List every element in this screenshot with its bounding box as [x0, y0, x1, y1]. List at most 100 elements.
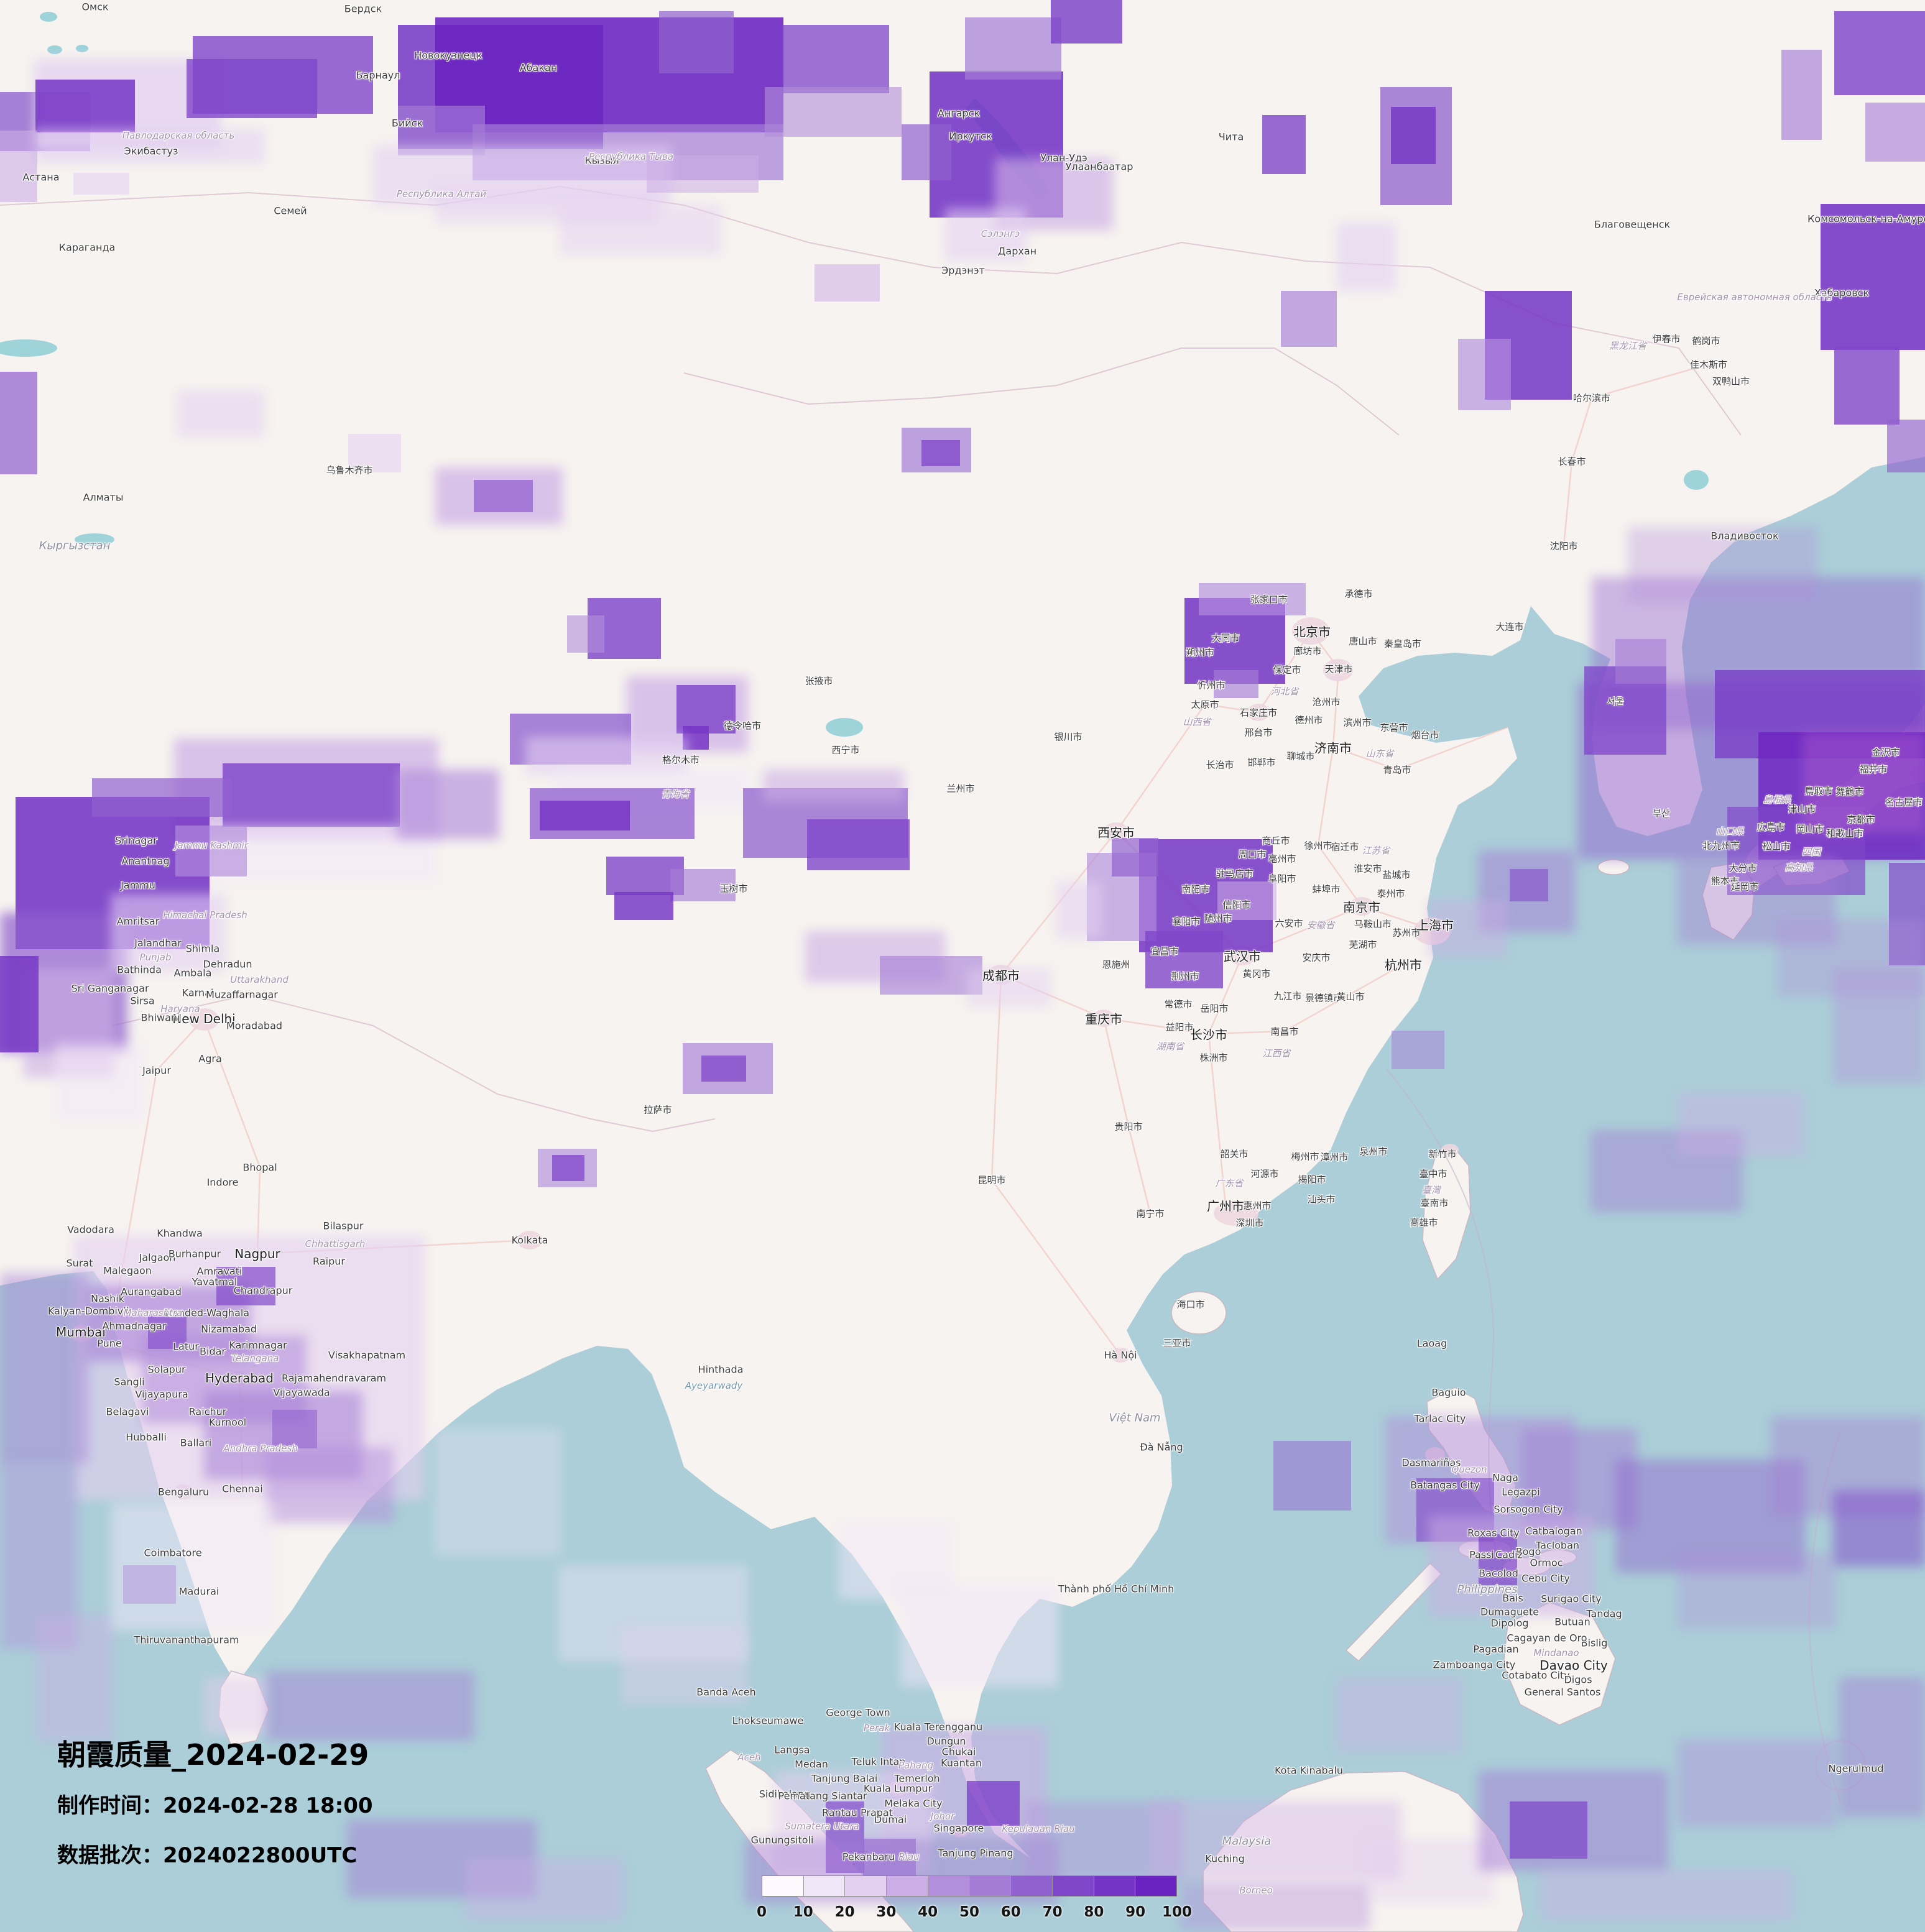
legend-swatch: [928, 1876, 970, 1896]
legend-tick: 20: [834, 1904, 855, 1920]
map-label: Иркутск: [949, 130, 992, 142]
overlay-cell: [1479, 1534, 1517, 1585]
map-label: 滨州市: [1343, 717, 1372, 729]
overlay-cell: [765, 87, 902, 137]
map-label: Moradabad: [226, 1019, 283, 1032]
map-label: 漳州市: [1320, 1151, 1349, 1163]
map-label: Malaysia: [1222, 1834, 1272, 1848]
map-label: Чита: [1218, 131, 1244, 143]
map-label: Sumatera Utara: [785, 1821, 859, 1832]
map-label: 朔州市: [1186, 646, 1214, 658]
legend-tick: 40: [918, 1904, 938, 1920]
map-label: Karimnagar: [229, 1339, 287, 1351]
map-label: Pune: [97, 1337, 122, 1350]
map-label: Абакан: [519, 62, 558, 74]
map-label: Bislig: [1581, 1637, 1608, 1649]
map-label: Raichur: [188, 1405, 227, 1418]
map-label: Kuala Terengganu: [893, 1721, 983, 1733]
overlay-cell: [1336, 1677, 1463, 1753]
map-label: Dumai: [874, 1813, 907, 1826]
map-label: 双鸭山市: [1712, 375, 1750, 387]
map-label: 山口県: [1715, 826, 1744, 837]
overlay-cell: [967, 968, 1051, 1007]
legend-tick: 90: [1125, 1904, 1146, 1920]
overlay-cell: [1273, 1441, 1351, 1511]
map-label: 随州市: [1204, 913, 1232, 924]
island-taiwan: [1422, 1146, 1471, 1281]
overlay-cell: [647, 155, 759, 193]
legend-tick: 60: [1000, 1904, 1021, 1920]
map-label: Jammu: [121, 879, 155, 891]
map-label: Baguio: [1431, 1386, 1466, 1399]
map-label: Dasmariñas: [1401, 1456, 1461, 1469]
legend-tick: 0: [756, 1904, 767, 1920]
map-label: Kuala Lumpur: [863, 1782, 933, 1795]
map-label: Sorsogon City: [1493, 1503, 1563, 1516]
map-label: Borneo: [1239, 1885, 1273, 1896]
map-label: 沈阳市: [1549, 540, 1578, 552]
map-label: Temerloh: [894, 1772, 940, 1785]
map-label: Bengaluru: [157, 1486, 210, 1498]
map-label: Rajamahendravaram: [281, 1372, 387, 1384]
map-label: 松山市: [1762, 840, 1791, 852]
overlay-cell: [567, 615, 604, 653]
map-label: 张掖市: [805, 675, 833, 687]
map-label: Кыргызстан: [39, 539, 111, 553]
map-label: 名古屋市: [1885, 796, 1923, 808]
overlay-cell: [1458, 339, 1511, 410]
lake-north-2: [47, 45, 62, 54]
map-label: 广东省: [1215, 1177, 1244, 1189]
map-label: Teluk Intan: [851, 1755, 906, 1768]
data-batch: 数据批次：2024022800UTC: [57, 1843, 358, 1868]
map-label: Haryana: [160, 1003, 200, 1014]
map-label: Hà Nội: [1104, 1349, 1137, 1361]
map-label: 兰州市: [946, 783, 975, 794]
map-label: 武汉市: [1224, 949, 1261, 964]
map-label: Visakhapatnam: [328, 1349, 406, 1361]
map-label: 玉树市: [719, 883, 748, 895]
map-label: 江西省: [1262, 1047, 1291, 1059]
map-label: Muzaffarnagar: [206, 988, 278, 1001]
lake-balkhash: [0, 339, 57, 357]
map-label: Melaka City: [884, 1797, 943, 1810]
overlay-cell: [1391, 107, 1436, 164]
map-label: Ангарск: [937, 107, 981, 119]
map-label: Tanjung Pinang: [938, 1847, 1013, 1859]
lake-qinghai: [826, 718, 863, 737]
map-label: Batangas City: [1410, 1479, 1480, 1491]
map-label: Catbalogan: [1525, 1525, 1582, 1537]
map-label: Cebu City: [1521, 1572, 1570, 1585]
overlay-cell: [701, 1056, 746, 1082]
map-label: Эрдэнэт: [941, 264, 985, 277]
overlay-cell: [764, 770, 903, 802]
map-label: Cagayan de Oro: [1507, 1632, 1587, 1644]
map-label: General Santos: [1524, 1686, 1601, 1698]
map-label: Ballari: [180, 1437, 212, 1449]
overlay-cell: [1145, 931, 1223, 988]
map-label: 银川市: [1054, 731, 1083, 743]
overlay-cell: [0, 956, 39, 1052]
map-label: Davao City: [1540, 1658, 1608, 1673]
map-label: Laoag: [1416, 1337, 1447, 1350]
map-label: Himachal Pradesh: [163, 909, 247, 921]
legend-swatch: [887, 1876, 928, 1896]
map-label: 盐城市: [1382, 869, 1411, 881]
map-label: Бийск: [391, 117, 423, 129]
map-label: 六安市: [1275, 918, 1303, 929]
map-label: 芜湖市: [1349, 939, 1377, 950]
overlay-cell: [560, 205, 721, 255]
map-label: Sangli: [114, 1376, 145, 1388]
map-label: 北京市: [1293, 624, 1331, 640]
map-label: Thành phố Hồ Chí Minh: [1058, 1583, 1175, 1595]
map-label: Улан-Удэ: [1040, 152, 1087, 164]
map-label: 淮安市: [1354, 863, 1382, 875]
overlay-cell: [0, 372, 37, 474]
overlay-cell: [465, 1857, 624, 1921]
overlay-cell: [670, 869, 736, 901]
map-label: Amritsar: [116, 915, 160, 927]
map-label: Дархан: [997, 245, 1037, 257]
map-label: Nizamabad: [200, 1323, 257, 1335]
map-label: 九江市: [1273, 990, 1302, 1002]
map-label: Thiruvananthapuram: [134, 1634, 239, 1646]
